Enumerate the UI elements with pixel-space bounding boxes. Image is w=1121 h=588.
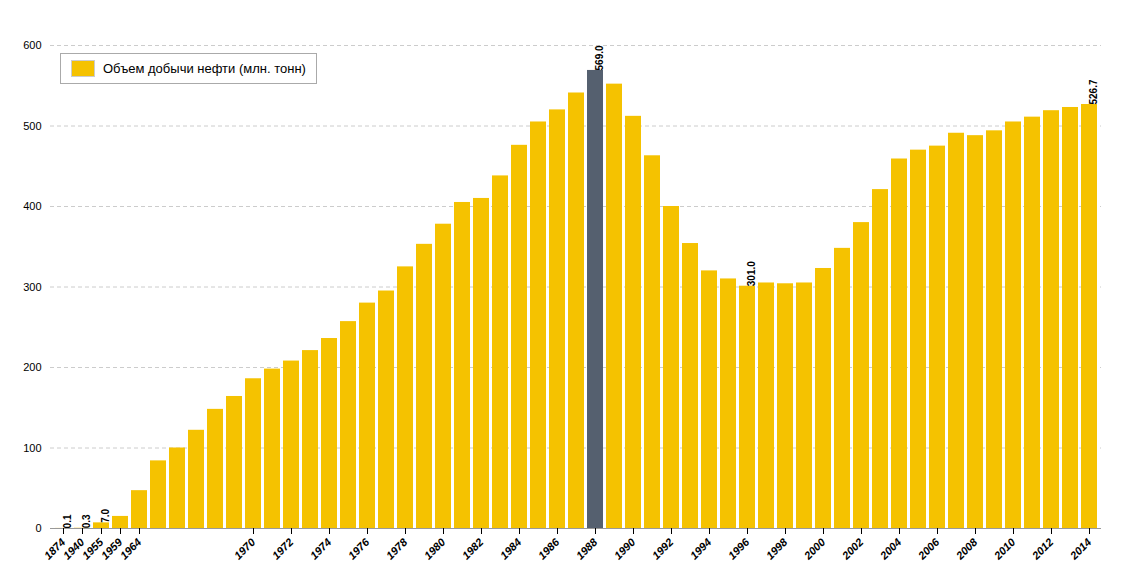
svg-text:1982: 1982 xyxy=(460,536,486,562)
svg-text:1994: 1994 xyxy=(688,536,714,562)
svg-text:0.3: 0.3 xyxy=(81,514,92,528)
svg-text:1972: 1972 xyxy=(270,536,296,562)
svg-text:600: 600 xyxy=(23,39,41,51)
svg-text:1874: 1874 xyxy=(42,536,68,562)
svg-text:1974: 1974 xyxy=(308,536,334,562)
svg-text:2012: 2012 xyxy=(1029,536,1056,563)
svg-text:301.0: 301.0 xyxy=(746,261,757,286)
svg-text:1955: 1955 xyxy=(79,535,106,562)
svg-text:2008: 2008 xyxy=(953,535,980,562)
svg-text:500: 500 xyxy=(23,120,41,132)
svg-text:1988: 1988 xyxy=(574,535,600,561)
svg-text:1986: 1986 xyxy=(536,535,562,561)
svg-text:400: 400 xyxy=(23,200,41,212)
svg-text:569.0: 569.0 xyxy=(594,45,605,70)
svg-text:1964: 1964 xyxy=(118,536,144,562)
html-text:Объем добычи нефти (млн. тонн): Объем добычи нефти (млн. тонн) xyxy=(103,61,306,76)
svg-text:2006: 2006 xyxy=(915,535,942,562)
svg-text:1984: 1984 xyxy=(498,536,524,562)
svg-text:1992: 1992 xyxy=(650,536,676,562)
svg-text:1976: 1976 xyxy=(346,535,372,561)
svg-text:1998: 1998 xyxy=(764,535,790,561)
svg-text:300: 300 xyxy=(23,281,41,293)
svg-text:200: 200 xyxy=(23,361,41,373)
svg-text:1996: 1996 xyxy=(726,535,752,561)
svg-text:7.0: 7.0 xyxy=(100,509,111,523)
svg-text:1970: 1970 xyxy=(232,535,258,561)
svg-text:0: 0 xyxy=(35,522,41,534)
svg-text:2014: 2014 xyxy=(1067,536,1094,563)
svg-text:2004: 2004 xyxy=(877,536,904,563)
svg-text:1940: 1940 xyxy=(60,535,87,562)
svg-text:100: 100 xyxy=(23,442,41,454)
svg-text:2010: 2010 xyxy=(991,535,1018,562)
svg-text:1978: 1978 xyxy=(384,535,410,561)
svg-text:1959: 1959 xyxy=(98,535,125,562)
svg-text:2002: 2002 xyxy=(839,536,866,563)
svg-text:1990: 1990 xyxy=(612,535,638,561)
svg-text:0.1: 0.1 xyxy=(62,514,73,528)
svg-text:2000: 2000 xyxy=(801,535,828,562)
svg-text:1980: 1980 xyxy=(422,535,448,561)
svg-text:526.7: 526.7 xyxy=(1088,79,1099,104)
